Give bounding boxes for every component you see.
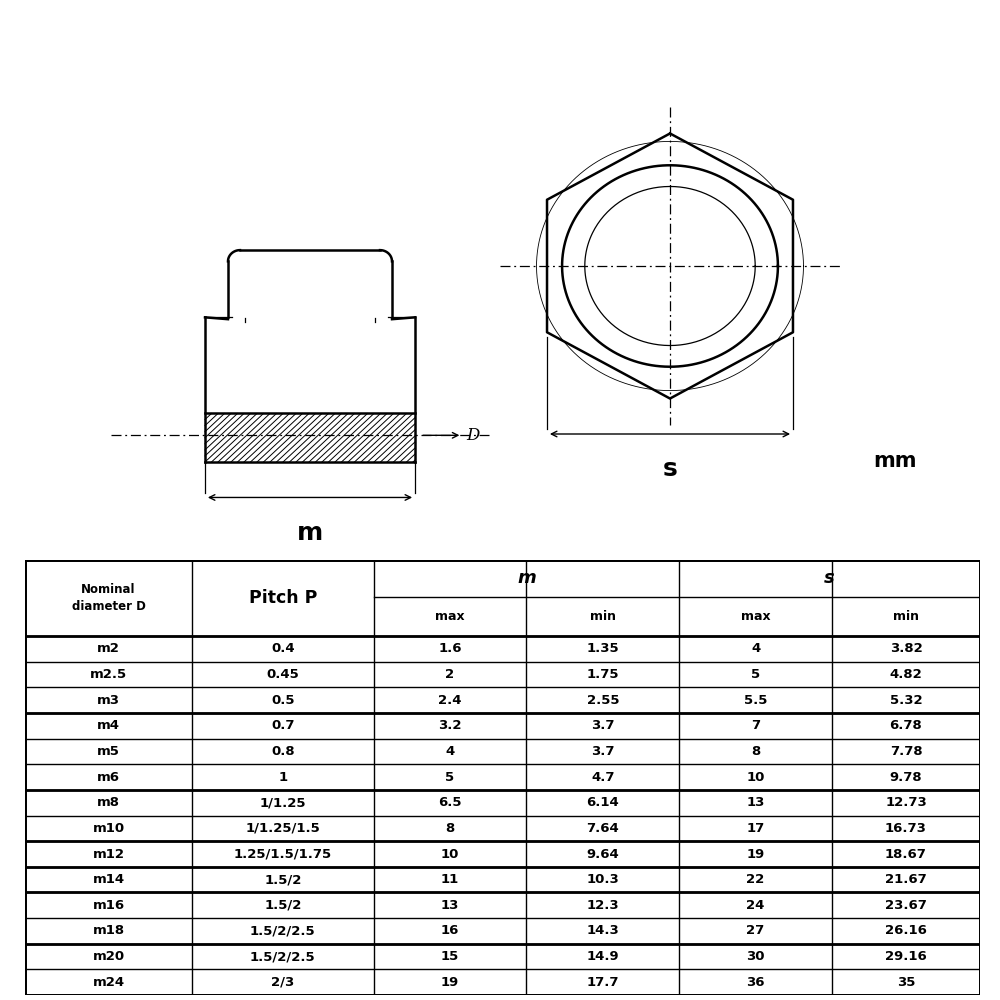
Text: 4.82: 4.82 xyxy=(890,668,922,681)
Text: 36: 36 xyxy=(746,976,765,989)
Text: 1.75: 1.75 xyxy=(587,668,619,681)
Text: 0.7: 0.7 xyxy=(271,719,295,732)
Text: 17: 17 xyxy=(746,822,765,835)
Text: 6.5: 6.5 xyxy=(438,796,462,809)
Text: 4.7: 4.7 xyxy=(591,771,615,784)
Text: 29.16: 29.16 xyxy=(885,950,927,963)
Text: s: s xyxy=(824,569,835,587)
Text: 27: 27 xyxy=(746,924,765,937)
Text: 19: 19 xyxy=(746,848,765,861)
Text: 16: 16 xyxy=(441,924,459,937)
Text: 10: 10 xyxy=(441,848,459,861)
Text: m14: m14 xyxy=(92,873,125,886)
Text: m2: m2 xyxy=(97,642,120,655)
Text: 10: 10 xyxy=(746,771,765,784)
Text: m6: m6 xyxy=(97,771,120,784)
Text: 16.73: 16.73 xyxy=(885,822,927,835)
Text: 1.25/1.5/1.75: 1.25/1.5/1.75 xyxy=(234,848,332,861)
Text: 15: 15 xyxy=(441,950,459,963)
Text: 17.7: 17.7 xyxy=(587,976,619,989)
Text: 1.35: 1.35 xyxy=(586,642,619,655)
Text: 30: 30 xyxy=(746,950,765,963)
Text: mm: mm xyxy=(873,451,917,471)
Text: min: min xyxy=(590,610,616,623)
Text: 8: 8 xyxy=(445,822,455,835)
Text: 22: 22 xyxy=(746,873,765,886)
Text: 13: 13 xyxy=(441,899,459,912)
Text: 21.67: 21.67 xyxy=(885,873,927,886)
Text: m2.5: m2.5 xyxy=(90,668,127,681)
Text: m18: m18 xyxy=(92,924,125,937)
Text: 12.3: 12.3 xyxy=(586,899,619,912)
Text: 1.6: 1.6 xyxy=(438,642,462,655)
Text: 4: 4 xyxy=(751,642,760,655)
Text: 8: 8 xyxy=(751,745,760,758)
Text: 18.67: 18.67 xyxy=(885,848,927,861)
Text: 0.45: 0.45 xyxy=(266,668,299,681)
Text: 0.4: 0.4 xyxy=(271,642,295,655)
Text: 24: 24 xyxy=(746,899,765,912)
Text: 2.55: 2.55 xyxy=(587,694,619,707)
Text: 6.14: 6.14 xyxy=(586,796,619,809)
Text: 3.82: 3.82 xyxy=(890,642,922,655)
Text: 26.16: 26.16 xyxy=(885,924,927,937)
Text: 1/1.25/1.5: 1/1.25/1.5 xyxy=(245,822,320,835)
Text: 10.3: 10.3 xyxy=(586,873,619,886)
Text: m: m xyxy=(297,521,323,545)
Text: m4: m4 xyxy=(97,719,120,732)
Text: 13: 13 xyxy=(746,796,765,809)
Text: m: m xyxy=(517,569,536,587)
Text: 2/3: 2/3 xyxy=(271,976,294,989)
Text: 3.2: 3.2 xyxy=(438,719,462,732)
Text: 5: 5 xyxy=(445,771,455,784)
Text: 1/1.25: 1/1.25 xyxy=(260,796,306,809)
Text: s: s xyxy=(663,457,677,481)
Text: min: min xyxy=(893,610,919,623)
Text: 9.64: 9.64 xyxy=(586,848,619,861)
Text: 4: 4 xyxy=(445,745,455,758)
Text: 1.5/2: 1.5/2 xyxy=(264,899,302,912)
Text: 7: 7 xyxy=(751,719,760,732)
Text: Pitch P: Pitch P xyxy=(249,589,317,607)
Text: 23.67: 23.67 xyxy=(885,899,927,912)
Text: 3.7: 3.7 xyxy=(591,745,615,758)
Text: m12: m12 xyxy=(93,848,125,861)
Text: 0.5: 0.5 xyxy=(271,694,295,707)
Text: 11: 11 xyxy=(441,873,459,886)
Text: m8: m8 xyxy=(97,796,120,809)
Text: 35: 35 xyxy=(897,976,915,989)
Text: m16: m16 xyxy=(92,899,125,912)
Text: m20: m20 xyxy=(92,950,125,963)
Text: 2: 2 xyxy=(445,668,455,681)
Text: 5.32: 5.32 xyxy=(890,694,922,707)
Text: 1.5/2/2.5: 1.5/2/2.5 xyxy=(250,924,316,937)
Text: 1.5/2: 1.5/2 xyxy=(264,873,302,886)
Text: 5.5: 5.5 xyxy=(744,694,767,707)
Text: D: D xyxy=(466,427,480,444)
Text: m5: m5 xyxy=(97,745,120,758)
Text: 6.78: 6.78 xyxy=(890,719,922,732)
Text: max: max xyxy=(741,610,770,623)
Text: 7.64: 7.64 xyxy=(586,822,619,835)
Text: m3: m3 xyxy=(97,694,120,707)
Text: 7.78: 7.78 xyxy=(890,745,922,758)
Text: Nominal
diameter D: Nominal diameter D xyxy=(72,583,146,613)
Text: 5: 5 xyxy=(751,668,760,681)
Text: m24: m24 xyxy=(92,976,125,989)
Text: 0.8: 0.8 xyxy=(271,745,295,758)
Text: 14.3: 14.3 xyxy=(586,924,619,937)
Text: 1: 1 xyxy=(278,771,287,784)
Text: 2.4: 2.4 xyxy=(438,694,462,707)
Text: m10: m10 xyxy=(92,822,125,835)
Text: 12.73: 12.73 xyxy=(885,796,927,809)
Text: max: max xyxy=(435,610,465,623)
Text: 9.78: 9.78 xyxy=(890,771,922,784)
Text: 19: 19 xyxy=(441,976,459,989)
Text: 1.5/2/2.5: 1.5/2/2.5 xyxy=(250,950,316,963)
Text: 3.7: 3.7 xyxy=(591,719,615,732)
Text: 14.9: 14.9 xyxy=(586,950,619,963)
